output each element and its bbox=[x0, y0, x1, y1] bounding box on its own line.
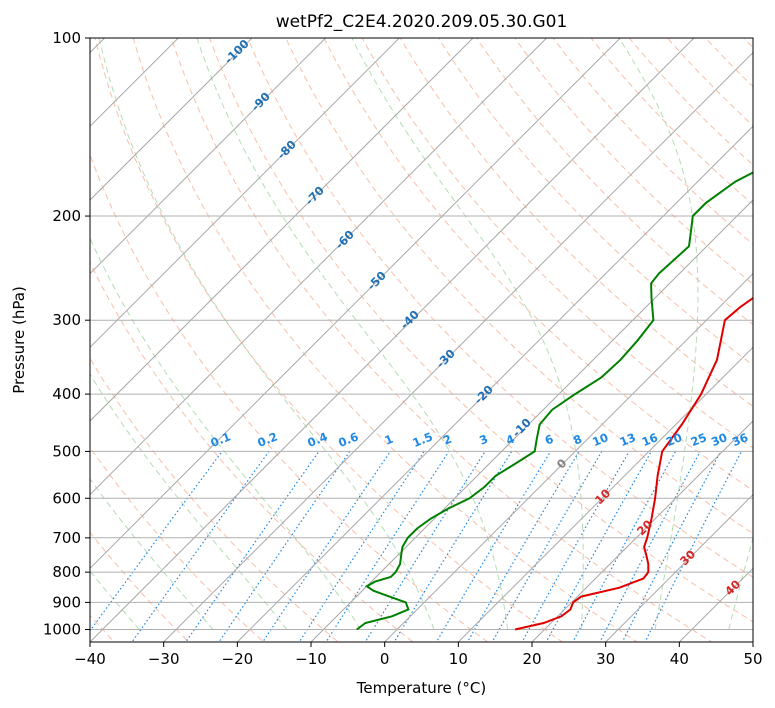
profile-lines bbox=[356, 171, 753, 631]
dry-adiabat-line bbox=[323, 38, 753, 492]
y-tick-label: 700 bbox=[52, 529, 81, 547]
mixing-ratio-line bbox=[644, 451, 743, 642]
y-tick-label: 900 bbox=[52, 593, 81, 611]
x-tick-label: −40 bbox=[74, 650, 106, 668]
mixing-ratio-line bbox=[185, 451, 320, 642]
dry-adiabat-line bbox=[476, 38, 753, 326]
x-tick-label: 40 bbox=[670, 650, 689, 668]
isotherm-line bbox=[90, 38, 180, 128]
moist-adiabat-line bbox=[728, 535, 753, 630]
mixing-ratio-line bbox=[435, 451, 552, 642]
moist-adiabat-line bbox=[196, 38, 509, 630]
chart-title: wetPf2_C2E4.2020.209.05.30.G01 bbox=[276, 12, 568, 32]
mixing-ratio-line bbox=[262, 451, 391, 642]
y-tick-label: 200 bbox=[52, 207, 81, 225]
isotherm-line bbox=[457, 346, 753, 642]
moist-adiabat-line bbox=[90, 570, 140, 630]
mixing-ratio-line bbox=[491, 451, 603, 642]
mixing-ratio-label: 13 bbox=[618, 430, 638, 449]
y-tick-label: 100 bbox=[52, 29, 81, 47]
isotherm-line bbox=[90, 38, 327, 275]
dry-adiabat-line bbox=[90, 153, 489, 642]
mixing-ratio-line bbox=[521, 451, 630, 642]
dry-adiabat-line bbox=[361, 38, 753, 449]
moist-adiabat-line bbox=[351, 38, 584, 630]
y-tick-label: 400 bbox=[52, 385, 81, 403]
x-axis-ticks: −40 −30 −20 −10 0 10 20 30 40 50 bbox=[74, 642, 763, 668]
mixing-ratio-line bbox=[298, 451, 425, 642]
x-tick-label: −20 bbox=[222, 650, 254, 668]
isotherm-line bbox=[90, 38, 474, 422]
mixing-ratio-line bbox=[90, 451, 223, 632]
moist-adiabat-line bbox=[618, 38, 699, 630]
y-tick-label: 600 bbox=[52, 489, 81, 507]
mixing-ratio-line bbox=[545, 451, 652, 642]
y-axis-ticks: 1000 900 800 700 600 500 400 300 200 100 bbox=[43, 29, 90, 638]
axes-frame bbox=[89, 37, 754, 643]
moist-adiabat-line bbox=[90, 478, 214, 630]
isotherm-line bbox=[310, 199, 753, 642]
isotherm-line bbox=[90, 38, 695, 642]
dry-adiabat-line bbox=[437, 38, 753, 366]
dry-adiabat-line bbox=[247, 38, 753, 578]
dry-adiabat-line bbox=[170, 38, 713, 642]
y-tick-label: 300 bbox=[52, 311, 81, 329]
isotherm-line bbox=[162, 51, 753, 642]
x-tick-label: 10 bbox=[449, 650, 468, 668]
mixing-ratio-label: 25 bbox=[689, 430, 709, 449]
mixing-ratio-label: 30 bbox=[709, 430, 729, 449]
y-axis-label: Pressure (hPa) bbox=[10, 286, 28, 394]
mixing-ratio-line bbox=[131, 451, 270, 642]
moist-adiabat-line bbox=[98, 38, 435, 630]
isotherm-line bbox=[383, 272, 753, 642]
profile-line bbox=[356, 171, 753, 631]
x-tick-label: 50 bbox=[743, 650, 762, 668]
mixing-ratio-line bbox=[218, 451, 351, 642]
dry-adiabat-line bbox=[285, 38, 753, 535]
isotherm-line bbox=[531, 420, 753, 642]
profile-line bbox=[514, 296, 753, 631]
mixing-ratio-label: 16 bbox=[640, 430, 660, 449]
mixing-ratio-label: 10 bbox=[590, 430, 610, 449]
mixing-ratio-line bbox=[466, 451, 580, 642]
moist-adiabat-line bbox=[90, 373, 288, 630]
x-tick-label: 0 bbox=[380, 650, 390, 668]
mixing-ratio-label: 36 bbox=[730, 430, 750, 449]
x-tick-label: −30 bbox=[148, 650, 180, 668]
mixing-ratio-line bbox=[325, 451, 450, 642]
isotherm-line bbox=[90, 38, 401, 349]
isotherm-line bbox=[604, 493, 753, 642]
y-tick-label: 1000 bbox=[43, 620, 81, 638]
x-tick-label: 20 bbox=[522, 650, 541, 668]
dry-adiabat-line bbox=[90, 446, 265, 642]
x-axis-label: Temperature (°C) bbox=[356, 679, 486, 697]
isotherm-line bbox=[90, 38, 253, 201]
x-tick-label: 30 bbox=[596, 650, 615, 668]
y-tick-label: 500 bbox=[52, 442, 81, 460]
x-tick-label: −10 bbox=[295, 650, 327, 668]
dry-adiabat-line bbox=[666, 38, 753, 127]
mixing-ratio-label: 20 bbox=[664, 430, 684, 449]
isotherm-line bbox=[90, 38, 622, 570]
dry-adiabat-line bbox=[94, 38, 564, 642]
dry-adiabat-line bbox=[132, 38, 639, 642]
background-lines bbox=[90, 38, 753, 642]
y-tick-label: 800 bbox=[52, 563, 81, 581]
grid-lines bbox=[90, 38, 753, 642]
isotherm-line bbox=[90, 38, 548, 496]
mixing-ratio-line bbox=[621, 451, 722, 642]
moist-adiabat-line bbox=[90, 237, 361, 630]
dry-adiabat-line bbox=[90, 261, 414, 642]
isotherm-line bbox=[236, 125, 753, 642]
